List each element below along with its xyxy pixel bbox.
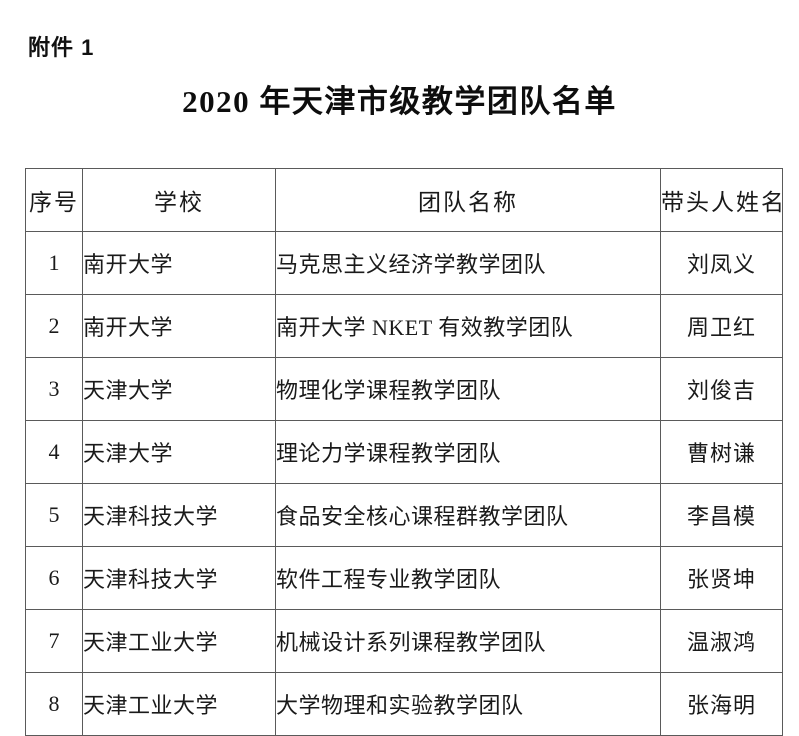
cell-team: 理论力学课程教学团队: [275, 420, 661, 484]
cell-leader: 张海明: [660, 672, 783, 736]
table-row: 6 天津科技大学 软件工程专业教学团队 张贤坤: [25, 546, 783, 610]
table-row: 2 南开大学 南开大学 NKET 有效教学团队 周卫红: [25, 294, 783, 358]
cell-school: 南开大学: [82, 231, 276, 295]
cell-leader: 周卫红: [660, 294, 783, 358]
page-title: 2020 年天津市级教学团队名单: [182, 84, 617, 119]
table-header-row: 序号 学校 团队名称 带头人姓名: [25, 168, 783, 232]
cell-school: 天津工业大学: [82, 609, 276, 673]
cell-index: 1: [25, 231, 83, 295]
cell-index: 8: [25, 672, 83, 736]
cell-team: 南开大学 NKET 有效教学团队: [275, 294, 661, 358]
column-header-leader: 带头人姓名: [660, 168, 783, 232]
column-header-school: 学校: [82, 168, 276, 232]
cell-school: 天津科技大学: [82, 483, 276, 547]
teaching-team-table: 序号 学校 团队名称 带头人姓名 1 南开大学 马克思主义经济学教学团队 刘凤义…: [25, 168, 783, 736]
table-row: 4 天津大学 理论力学课程教学团队 曹树谦: [25, 420, 783, 484]
table-row: 1 南开大学 马克思主义经济学教学团队 刘凤义: [25, 231, 783, 295]
cell-leader: 李昌模: [660, 483, 783, 547]
cell-team: 物理化学课程教学团队: [275, 357, 661, 421]
cell-school: 天津工业大学: [82, 672, 276, 736]
column-header-index: 序号: [25, 168, 83, 232]
cell-team: 马克思主义经济学教学团队: [275, 231, 661, 295]
cell-team: 机械设计系列课程教学团队: [275, 609, 661, 673]
table-body: 1 南开大学 马克思主义经济学教学团队 刘凤义 2 南开大学 南开大学 NKET…: [25, 231, 783, 736]
table-row: 5 天津科技大学 食品安全核心课程群教学团队 李昌模: [25, 483, 783, 547]
cell-leader: 温淑鸿: [660, 609, 783, 673]
cell-index: 4: [25, 420, 83, 484]
cell-leader: 曹树谦: [660, 420, 783, 484]
cell-team: 食品安全核心课程群教学团队: [275, 483, 661, 547]
cell-team: 大学物理和实验教学团队: [275, 672, 661, 736]
table-row: 8 天津工业大学 大学物理和实验教学团队 张海明: [25, 672, 783, 736]
cell-index: 2: [25, 294, 83, 358]
table-row: 3 天津大学 物理化学课程教学团队 刘俊吉: [25, 357, 783, 421]
teaching-team-table-container: 序号 学校 团队名称 带头人姓名 1 南开大学 马克思主义经济学教学团队 刘凤义…: [25, 168, 783, 736]
cell-leader: 刘凤义: [660, 231, 783, 295]
cell-leader: 张贤坤: [660, 546, 783, 610]
cell-index: 6: [25, 546, 83, 610]
cell-school: 天津科技大学: [82, 546, 276, 610]
cell-school: 南开大学: [82, 294, 276, 358]
column-header-team: 团队名称: [275, 168, 661, 232]
cell-index: 7: [25, 609, 83, 673]
table-row: 7 天津工业大学 机械设计系列课程教学团队 温淑鸿: [25, 609, 783, 673]
cell-school: 天津大学: [82, 420, 276, 484]
cell-index: 3: [25, 357, 83, 421]
attachment-label: 附件 1: [28, 35, 95, 60]
table-header: 序号 学校 团队名称 带头人姓名: [25, 168, 783, 232]
cell-team: 软件工程专业教学团队: [275, 546, 661, 610]
cell-index: 5: [25, 483, 83, 547]
cell-school: 天津大学: [82, 357, 276, 421]
cell-leader: 刘俊吉: [660, 357, 783, 421]
